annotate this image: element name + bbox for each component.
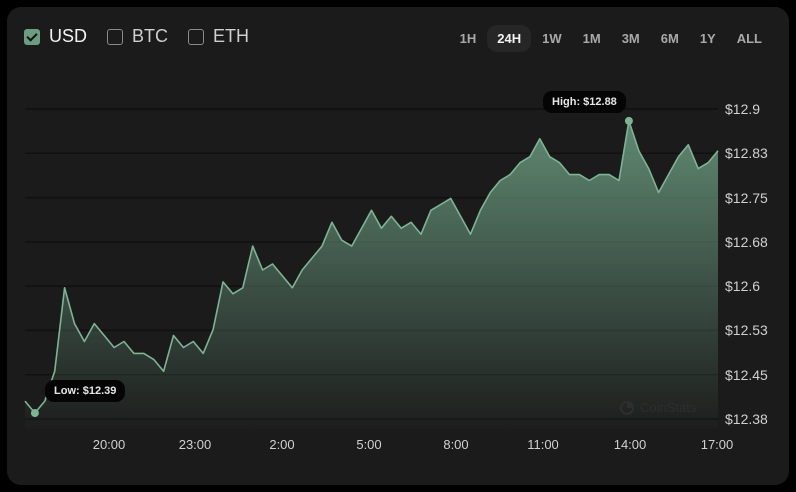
y-tick-label: $12.9 [725,101,761,117]
range-3m[interactable]: 3M [621,31,640,46]
range-all[interactable]: ALL [736,31,762,46]
x-tick-label: 8:00 [443,437,469,452]
toggle-usd[interactable]: USD [24,26,87,47]
x-tick-label: 2:00 [269,437,295,452]
time-range-selector: 1H 24H 1W 1M 3M 6M 1Y ALL [449,25,772,52]
y-tick-label: $12.75 [725,189,768,206]
range-1m[interactable]: 1M [582,31,601,46]
x-tick-label: 23:00 [178,437,212,452]
price-line [24,120,719,414]
y-tick-label: $12.68 [725,233,768,250]
low-tooltip: Low: $12.39 [45,380,126,402]
y-tick-label: $12.53 [725,322,768,339]
y-tick-label: $12.83 [725,145,768,162]
toggle-eth-label: ETH [213,26,250,46]
currency-toggle-group: USD BTC ETH [24,26,269,47]
range-1w[interactable]: 1W [542,31,562,46]
x-tick-label: 14:00 [613,437,647,452]
range-6m[interactable]: 6M [660,31,679,46]
toggle-eth[interactable]: ETH [188,26,249,47]
x-tick-label: 11:00 [527,437,559,452]
checkbox-checked-icon[interactable] [24,28,40,45]
watermark: CoinStats [620,400,696,415]
toggle-btc-label: BTC [132,26,169,46]
y-tick-label: $12.38 [725,411,768,427]
x-tick-label: 17:00 [700,437,734,452]
high-tooltip: High: $12.88 [543,91,626,113]
y-tick-label: $12.45 [725,366,768,383]
high-marker-icon [624,116,633,125]
coinstats-logo-icon [620,400,634,415]
checkbox-unchecked-icon[interactable] [188,28,205,45]
x-tick-label: 5:00 [356,437,382,452]
watermark-text: CoinStats [640,400,697,415]
toggle-usd-label: USD [49,26,88,46]
checkbox-unchecked-icon[interactable] [107,28,124,45]
low-marker-icon [30,409,39,418]
x-tick-label: 20:00 [92,437,126,452]
price-area [25,120,718,430]
range-1y[interactable]: 1Y [699,31,716,46]
y-tick-label: $12.6 [725,278,761,295]
toggle-btc[interactable]: BTC [107,26,168,47]
range-1h[interactable]: 1H [459,31,477,46]
range-24h[interactable]: 24H [487,25,532,52]
